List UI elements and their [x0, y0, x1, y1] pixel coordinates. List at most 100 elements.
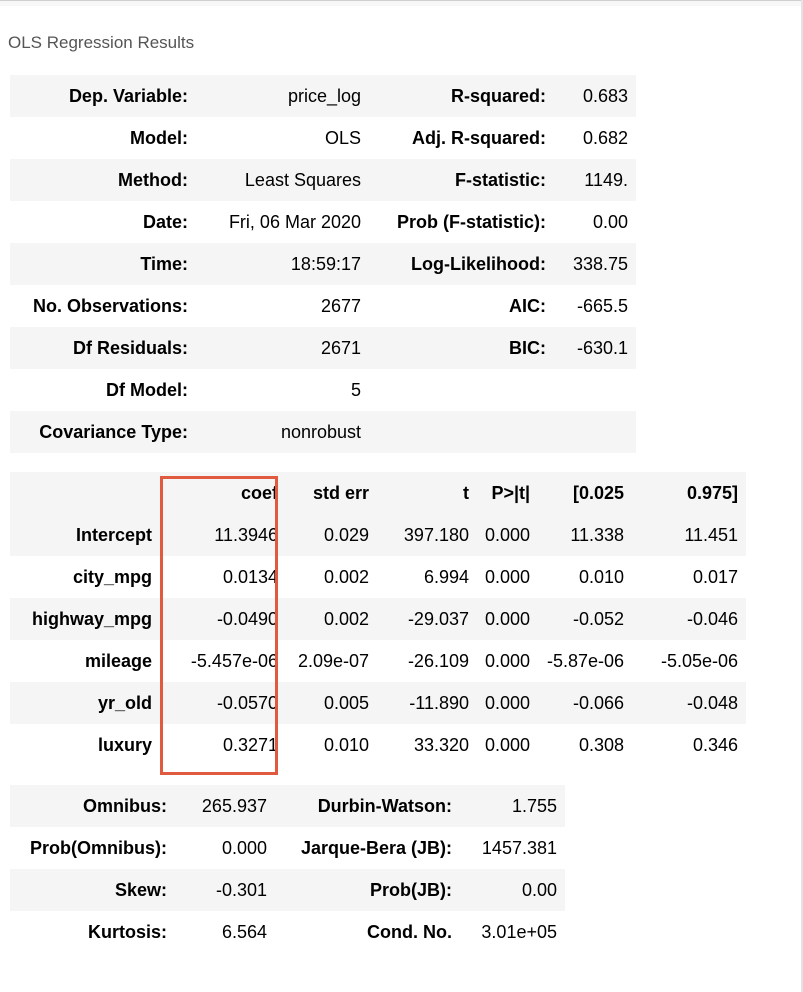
window-top-border	[0, 0, 803, 6]
stat-label: Prob (F-statistic):	[396, 211, 546, 232]
stat-value: -0.301	[215, 879, 267, 900]
variable-name: Intercept	[75, 524, 152, 545]
coefficients-table: coef std err t P>|t| [0.025 0.975] Intercept 1…	[10, 472, 747, 766]
stat-label: Prob(JB):	[370, 879, 452, 900]
column-header: t	[463, 482, 469, 503]
stat-value: 0.000	[221, 837, 267, 858]
coef-cell: 0.000	[485, 734, 531, 755]
stat-value	[554, 369, 636, 411]
stat-label: Dep. Variable:	[68, 85, 188, 106]
summary-row: Dep. Variable: price_log R-squared: 0.683	[10, 75, 636, 117]
coef-cell: 11.3946	[214, 524, 278, 545]
stat-value: 5	[350, 379, 361, 400]
summary-row: No. Observations: 2677 AIC: -665.5	[10, 285, 636, 327]
model-summary-table: Dep. Variable: price_log R-squared: 0.683 Mo…	[10, 75, 636, 453]
diagnostics-row: Kurtosis: 6.564 Cond. No. 3.01e+05	[10, 911, 565, 953]
stat-value: 0.00	[592, 211, 628, 232]
coef-cell: 0.000	[485, 524, 531, 545]
column-header: P>|t|	[491, 482, 531, 503]
stat-value: -630.1	[576, 337, 628, 358]
summary-row: Model: OLS Adj. R-squared: 0.682	[10, 117, 636, 159]
stat-value	[554, 411, 636, 453]
stat-value: -665.5	[576, 295, 628, 316]
stat-value: 1.755	[511, 795, 557, 816]
diagnostics-row: Omnibus: 265.937 Durbin-Watson: 1.755	[10, 785, 565, 827]
stat-label: Covariance Type:	[39, 421, 188, 442]
stat-value: 2677	[320, 295, 361, 316]
coef-cell: 0.346	[693, 734, 739, 755]
column-header: std err	[312, 482, 369, 503]
variable-name: yr_old	[97, 692, 152, 713]
coef-header-row: coef std err t P>|t| [0.025 0.975]	[10, 472, 747, 514]
coef-row: luxury 0.3271 0.010 33.320 0.000 0.308 0.346	[10, 724, 747, 766]
stat-label: Df Model:	[106, 379, 188, 400]
stat-value: 0.683	[582, 85, 628, 106]
coef-cell: 0.005	[323, 692, 369, 713]
stat-label: R-squared:	[450, 85, 546, 106]
coef-row: city_mpg 0.0134 0.002 6.994 0.000 0.010 0.017	[10, 556, 747, 598]
coef-row: mileage -5.457e-06 2.09e-07 -26.109 0.000 -5.…	[10, 640, 747, 682]
coef-cell: 0.010	[579, 566, 625, 587]
summary-row: Df Residuals: 2671 BIC: -630.1	[10, 327, 636, 369]
stat-value: 1457.381	[481, 837, 557, 858]
coef-cell: 0.0134	[222, 566, 278, 587]
coef-cell: 0.000	[485, 608, 531, 629]
stat-label: Df Residuals:	[72, 337, 188, 358]
summary-row: Method: Least Squares F-statistic: 1149.	[10, 159, 636, 201]
variable-name: mileage	[84, 650, 152, 671]
column-header: coef	[240, 482, 278, 503]
coef-cell: 11.451	[684, 524, 739, 545]
coef-cell: -29.037	[407, 608, 469, 629]
stat-label: Date:	[142, 211, 188, 232]
coef-cell: 0.029	[323, 524, 369, 545]
stat-label: Time:	[140, 253, 188, 274]
coef-cell: 0.000	[485, 692, 531, 713]
stat-label: BIC:	[509, 337, 546, 358]
stat-value: 1149.	[584, 169, 628, 190]
stat-label: F-statistic:	[454, 169, 546, 190]
summary-row: Date: Fri, 06 Mar 2020 Prob (F-statistic):…	[10, 201, 636, 243]
stat-value: Least Squares	[244, 169, 361, 190]
stat-label: Adj. R-squared:	[411, 127, 546, 148]
stat-label: No. Observations:	[32, 295, 188, 316]
coef-cell: -0.046	[687, 608, 739, 629]
summary-row: Covariance Type: nonrobust	[10, 411, 636, 453]
stat-value: Fri, 06 Mar 2020	[228, 211, 361, 232]
diagnostics-row: Skew: -0.301 Prob(JB): 0.00	[10, 869, 565, 911]
coef-cell: -0.066	[573, 692, 625, 713]
coef-cell: -0.052	[573, 608, 625, 629]
stat-value: 18:59:17	[290, 253, 361, 274]
stat-label: Omnibus:	[83, 795, 167, 816]
coef-row: highway_mpg -0.0490 0.002 -29.037 0.000 -0.05…	[10, 598, 747, 640]
column-header: [0.025	[573, 482, 625, 503]
stat-value: nonrobust	[280, 421, 361, 442]
coef-cell: 0.000	[485, 650, 531, 671]
coef-cell: -5.05e-06	[660, 650, 739, 671]
stat-label: AIC:	[509, 295, 546, 316]
stat-label: Kurtosis:	[87, 921, 167, 942]
variable-name: luxury	[97, 734, 152, 755]
coef-cell: -0.048	[687, 692, 739, 713]
stat-label: Model:	[130, 127, 188, 148]
coef-cell: 0.002	[323, 566, 369, 587]
stat-value: 3.01e+05	[481, 921, 557, 942]
column-header: 0.975]	[687, 482, 739, 503]
coef-cell: 2.09e-07	[297, 650, 369, 671]
column-header	[10, 472, 160, 514]
stat-value: 6.564	[221, 921, 267, 942]
diagnostics-table: Omnibus: 265.937 Durbin-Watson: 1.755 Prob(O…	[10, 785, 565, 953]
table-caption: OLS Regression Results	[8, 33, 195, 52]
coef-cell: -26.109	[407, 650, 469, 671]
stat-value: price_log	[287, 85, 361, 106]
stat-label: Durbin-Watson:	[317, 795, 452, 816]
stat-value: 338.75	[572, 253, 628, 274]
stat-value: 0.682	[582, 127, 628, 148]
coef-cell: 397.180	[403, 524, 469, 545]
coef-cell: 0.010	[323, 734, 369, 755]
coef-row: Intercept 11.3946 0.029 397.180 0.000 11.338 1…	[10, 514, 747, 556]
stat-value: OLS	[324, 127, 361, 148]
scrollbar-track[interactable]	[801, 0, 803, 992]
stat-label: Method:	[118, 169, 188, 190]
stat-label: Skew:	[114, 879, 167, 900]
stat-label: Log-Likelihood:	[411, 253, 546, 274]
